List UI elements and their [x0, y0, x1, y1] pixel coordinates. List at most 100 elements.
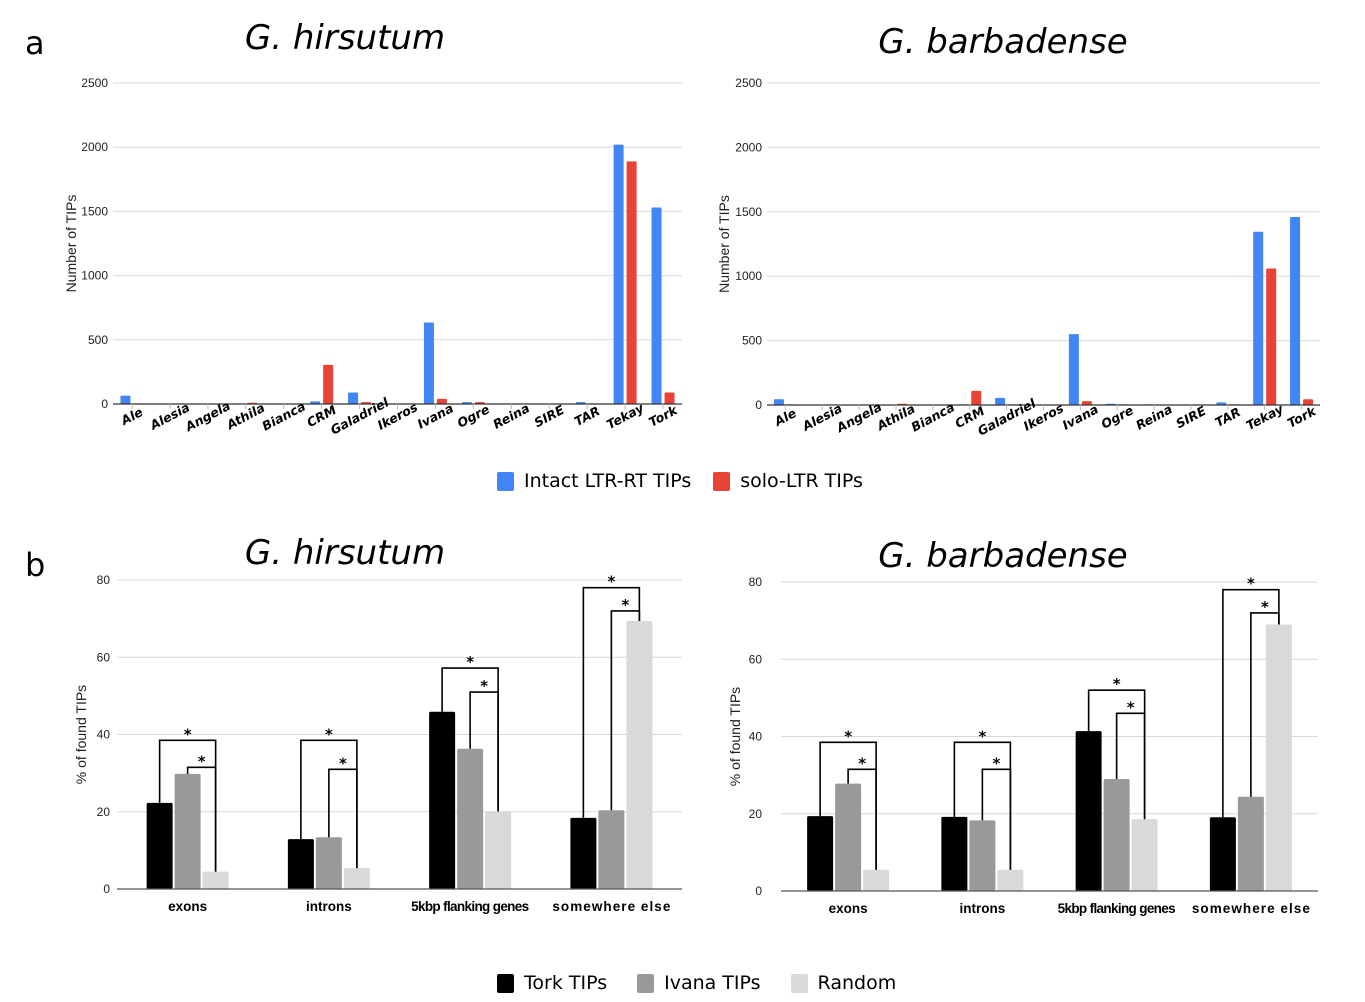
y-tick-label: 1000: [81, 269, 108, 283]
bar-intact-ltr-rt-tips-ale: [773, 399, 784, 405]
y-tick-label: 0: [755, 884, 762, 898]
y-tick-label: 2500: [81, 76, 108, 90]
legend-item-solo: solo-LTR TIPs: [713, 470, 863, 492]
bar-tork-tips-somewhere-else: [570, 817, 597, 889]
significance-star: *: [621, 596, 629, 614]
significance-star: *: [480, 677, 488, 695]
significance-star: *: [339, 754, 347, 772]
significance-bracket: [469, 691, 499, 812]
significance-star: *: [198, 752, 206, 770]
chart-title-b-hirsutum: G. hirsutum: [244, 533, 446, 573]
y-axis-label: % of found TIPs: [727, 687, 743, 786]
bar-ivana-tips-exons: [174, 773, 201, 889]
bar-ivana-tips-introns: [969, 820, 996, 891]
bar-intact-ltr-rt-tips-tork: [651, 207, 662, 404]
legend-panel-b: Tork TIPs Ivana TIPs Random: [497, 972, 918, 994]
x-tick-label: exons: [168, 899, 207, 914]
y-tick-label: 0: [101, 397, 108, 411]
bar-intact-ltr-rt-tips-crm: [310, 401, 321, 404]
bar-random-5kbp-flanking-genes: [485, 811, 512, 889]
y-axis-label: % of found TIPs: [73, 685, 89, 784]
legend-item-ivana: Ivana TIPs: [637, 972, 761, 994]
legend-label-ivana: Ivana TIPs: [664, 972, 761, 994]
bar-intact-ltr-rt-tips-ivana: [423, 322, 434, 404]
y-tick-label: 0: [103, 882, 110, 896]
panel-label-a: a: [25, 24, 45, 62]
legend-item-random: Random: [790, 972, 896, 994]
legend-swatch-intact: [497, 471, 514, 491]
bar-intact-ltr-rt-tips-tekay: [613, 144, 624, 404]
bar-intact-ltr-rt-tips-tar: [1216, 402, 1227, 405]
x-tick-label: somewhere else: [1192, 901, 1310, 916]
bar-solo-ltr-tips-ivana: [1081, 401, 1092, 405]
y-tick-label: 0: [755, 398, 762, 412]
chart-b-hirsutum: 0 20 40 60 80 % of found TIPs exons introns 5kbp…: [73, 573, 682, 914]
bar-intact-ltr-rt-tips-galadriel: [348, 392, 359, 404]
y-tick-label: 1000: [735, 269, 762, 283]
x-tick-label: introns: [306, 899, 352, 914]
bar-tork-tips-introns: [941, 816, 968, 891]
bar-random-5kbp-flanking-genes: [1131, 819, 1158, 891]
legend-label-solo: solo-LTR TIPs: [740, 470, 863, 492]
bar-tork-tips-5kbp-flanking-genes: [429, 711, 456, 889]
significance-bracket: [610, 610, 641, 811]
bar-tork-tips-somewhere-else: [1209, 817, 1236, 891]
x-tick-label: introns: [960, 901, 1006, 916]
y-tick-label: 80: [749, 575, 763, 589]
bar-random-exons: [202, 871, 229, 889]
y-tick-label: 2500: [735, 76, 762, 90]
bar-tork-tips-5kbp-flanking-genes: [1075, 731, 1102, 891]
y-tick-label: 1500: [81, 204, 108, 218]
y-tick-label: 60: [97, 650, 111, 664]
x-tick-label: TAR: [572, 403, 603, 429]
bar-solo-ltr-tips-ivana: [436, 398, 447, 404]
significance-bracket: [186, 766, 217, 872]
significance-star: *: [844, 727, 852, 745]
panel-label-b: b: [25, 546, 46, 584]
bar-intact-ltr-rt-tips-tekay: [1253, 231, 1264, 405]
bar-random-introns: [997, 869, 1024, 891]
y-tick-label: 2000: [81, 140, 108, 154]
significance-star: *: [992, 754, 1000, 772]
significance-bracket: [328, 768, 358, 869]
significance-star: *: [1113, 675, 1121, 693]
significance-star: *: [607, 573, 615, 591]
y-tick-label: 1500: [735, 205, 762, 219]
y-tick-label: 20: [97, 805, 111, 819]
legend-swatch-ivana: [637, 973, 655, 993]
bar-ivana-tips-5kbp-flanking-genes: [1103, 778, 1130, 891]
legend-panel-a: Intact LTR-RT TIPs solo-LTR TIPs: [497, 470, 885, 492]
bar-ivana-tips-somewhere-else: [1237, 796, 1264, 891]
bar-solo-ltr-tips-tork: [664, 392, 675, 404]
chart-b-barbadense: 0 20 40 60 80 % of found TIPs exons introns 5kbp…: [727, 575, 1318, 916]
y-tick-label: 40: [97, 728, 111, 742]
chart-title-b-barbadense: G. barbadense: [878, 536, 1128, 576]
bar-random-introns: [343, 868, 370, 889]
bar-tork-tips-introns: [287, 839, 314, 889]
y-tick-label: 60: [749, 652, 763, 666]
legend-item-tork: Tork TIPs: [497, 972, 607, 994]
x-tick-label: exons: [829, 901, 868, 916]
significance-star: *: [1127, 698, 1135, 716]
legend-label-tork: Tork TIPs: [524, 972, 608, 994]
y-tick-label: 500: [88, 333, 108, 347]
bar-random-somewhere-else: [626, 620, 653, 889]
y-tick-label: 2000: [735, 140, 762, 154]
bar-tork-tips-exons: [807, 816, 834, 891]
significance-bracket: [1250, 612, 1280, 797]
bar-solo-ltr-tips-tekay: [626, 161, 637, 404]
y-tick-label: 20: [749, 807, 763, 821]
significance-star: *: [1247, 575, 1255, 593]
x-tick-label: somewhere else: [552, 899, 670, 914]
y-axis-label: Number of TIPs: [63, 195, 79, 293]
y-tick-label: 40: [749, 730, 763, 744]
bar-solo-ltr-tips-crm: [323, 364, 334, 404]
significance-star: *: [978, 727, 986, 745]
bar-random-somewhere-else: [1265, 624, 1292, 891]
legend-swatch-solo: [713, 471, 731, 491]
bar-intact-ltr-rt-tips-tork: [1290, 216, 1301, 405]
significance-star: *: [1261, 598, 1269, 616]
